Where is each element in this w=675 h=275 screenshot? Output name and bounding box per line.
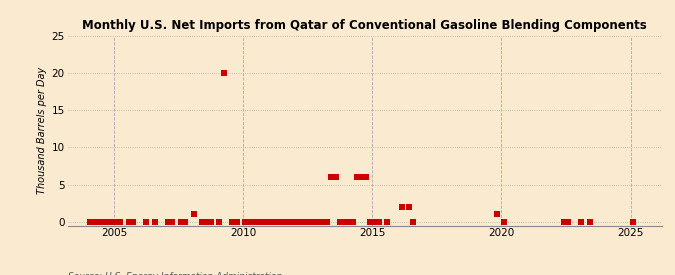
Point: [558, 219, 569, 224]
Point: [283, 219, 294, 224]
Point: [308, 219, 319, 224]
Point: [201, 219, 212, 224]
Point: [244, 219, 255, 224]
Point: [397, 205, 408, 209]
Title: Monthly U.S. Net Imports from Qatar of Conventional Gasoline Blending Components: Monthly U.S. Net Imports from Qatar of C…: [82, 19, 647, 32]
Point: [498, 219, 509, 224]
Point: [85, 219, 96, 224]
Point: [124, 219, 134, 224]
Point: [163, 219, 173, 224]
Point: [274, 219, 285, 224]
Point: [248, 219, 259, 224]
Point: [218, 71, 229, 75]
Point: [304, 219, 315, 224]
Point: [356, 175, 367, 179]
Point: [330, 175, 341, 179]
Point: [339, 219, 350, 224]
Point: [180, 219, 190, 224]
Point: [89, 219, 100, 224]
Point: [292, 219, 302, 224]
Point: [313, 219, 324, 224]
Y-axis label: Thousand Barrels per Day: Thousand Barrels per Day: [37, 67, 47, 194]
Point: [408, 219, 418, 224]
Point: [317, 219, 328, 224]
Point: [382, 219, 393, 224]
Point: [240, 219, 250, 224]
Point: [326, 175, 337, 179]
Point: [98, 219, 109, 224]
Point: [279, 219, 290, 224]
Point: [360, 175, 371, 179]
Point: [627, 219, 638, 224]
Point: [576, 219, 587, 224]
Point: [348, 219, 358, 224]
Point: [252, 219, 263, 224]
Point: [404, 205, 414, 209]
Point: [270, 219, 281, 224]
Text: Source: U.S. Energy Information Administration: Source: U.S. Energy Information Administ…: [68, 272, 281, 275]
Point: [176, 219, 186, 224]
Point: [197, 219, 208, 224]
Point: [111, 219, 122, 224]
Point: [94, 219, 105, 224]
Point: [491, 212, 502, 216]
Point: [205, 219, 216, 224]
Point: [214, 219, 225, 224]
Point: [115, 219, 126, 224]
Point: [257, 219, 268, 224]
Point: [188, 212, 199, 216]
Point: [266, 219, 277, 224]
Point: [369, 219, 380, 224]
Point: [167, 219, 178, 224]
Point: [563, 219, 574, 224]
Point: [149, 219, 160, 224]
Point: [335, 219, 346, 224]
Point: [232, 219, 242, 224]
Point: [107, 219, 117, 224]
Point: [227, 219, 238, 224]
Point: [102, 219, 113, 224]
Point: [141, 219, 152, 224]
Point: [343, 219, 354, 224]
Point: [364, 219, 375, 224]
Point: [296, 219, 306, 224]
Point: [128, 219, 139, 224]
Point: [300, 219, 311, 224]
Point: [322, 219, 333, 224]
Point: [373, 219, 384, 224]
Point: [288, 219, 298, 224]
Point: [261, 219, 272, 224]
Point: [352, 175, 362, 179]
Point: [585, 219, 595, 224]
